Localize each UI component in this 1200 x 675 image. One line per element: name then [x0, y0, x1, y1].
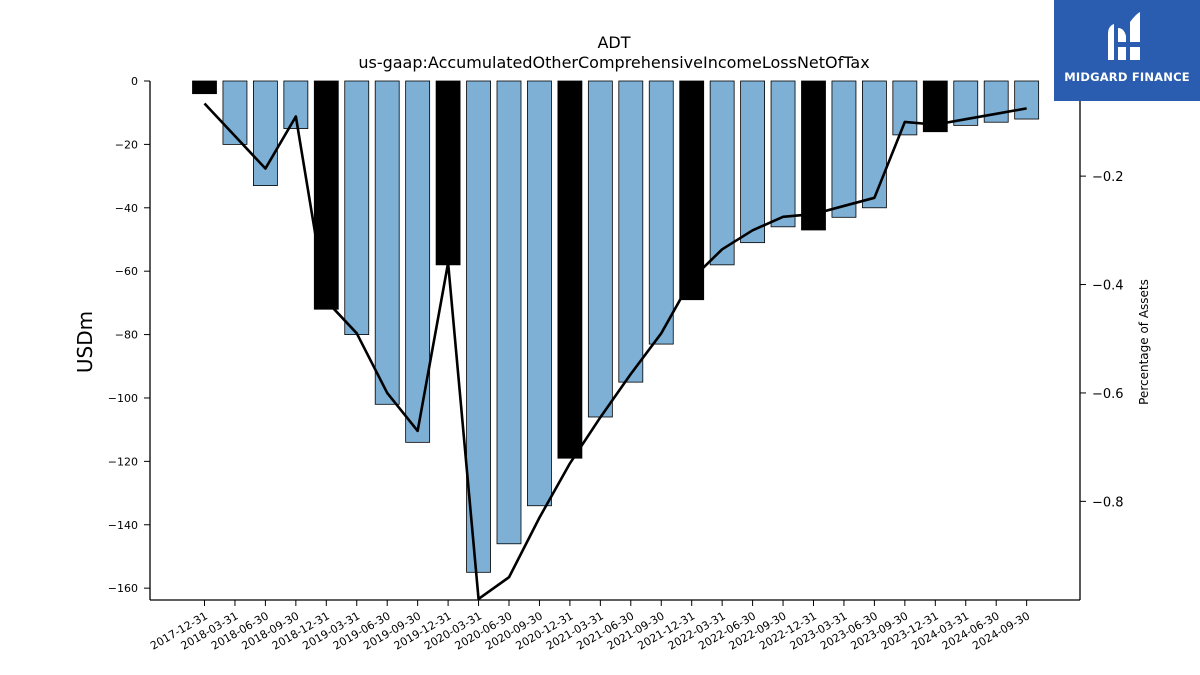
y2-tick-label: −0.8 [1092, 495, 1124, 510]
bar-2018-03-31 [222, 80, 248, 145]
percentage-of-assets-line [203, 102, 1027, 601]
y-tick-label: −80 [115, 329, 138, 342]
y-tick-label: −60 [115, 265, 138, 278]
bar-2020-09-30 [527, 80, 552, 507]
y-tick-label: −20 [115, 138, 138, 151]
y-tick-label: −120 [108, 455, 138, 468]
y-tick-label: −140 [108, 519, 138, 532]
bar-2023-09-30 [892, 80, 918, 136]
y-tick-label: −160 [108, 582, 138, 595]
midgard-logo-icon [1108, 12, 1140, 60]
y-tick-label: −100 [108, 392, 138, 405]
y-axis-label: USDm [73, 311, 97, 373]
bar-2021-03-31 [587, 80, 613, 418]
line-group [203, 102, 1027, 601]
bar-2024-09-30 [1014, 80, 1040, 120]
bar-2021-09-30 [648, 80, 674, 345]
bar-2020-06-30 [496, 80, 522, 545]
bar-2019-03-31 [344, 80, 370, 335]
bar-2019-06-30 [374, 80, 400, 405]
bar-2022-12-31 [801, 80, 826, 231]
brand-name: MIDGARD FINANCE [1064, 70, 1190, 84]
y-tick-label: 0 [131, 75, 138, 88]
chart-title: ADT [597, 33, 630, 52]
bar-2022-03-31 [709, 80, 735, 266]
bar-2018-06-30 [252, 80, 278, 186]
y2-tick-label: −0.6 [1092, 387, 1124, 402]
bar-2023-03-31 [831, 80, 857, 218]
bar-2022-06-30 [740, 80, 765, 244]
bar-2022-09-30 [770, 80, 796, 228]
y-tick-label: −40 [115, 202, 138, 215]
bars-group [192, 80, 1040, 573]
chart-subtitle: us-gaap:AccumulatedOtherComprehensiveInc… [358, 53, 869, 72]
bar-2020-03-31 [466, 80, 491, 573]
bar-2023-06-30 [862, 80, 887, 209]
y2-tick-label: −0.4 [1092, 279, 1124, 294]
y2-tick-label: −0.2 [1092, 170, 1124, 185]
bar-2021-12-31 [679, 80, 705, 301]
y2-axis-label: Percentage of Assets [1137, 279, 1151, 405]
bar-2020-12-31 [557, 80, 583, 459]
brand-logo: MIDGARD FINANCE [1054, 0, 1200, 101]
bar-2021-06-30 [618, 80, 644, 383]
bar-2017-12-31 [192, 80, 217, 95]
bar-2019-12-31 [435, 80, 461, 266]
bar-2018-12-31 [313, 80, 339, 310]
